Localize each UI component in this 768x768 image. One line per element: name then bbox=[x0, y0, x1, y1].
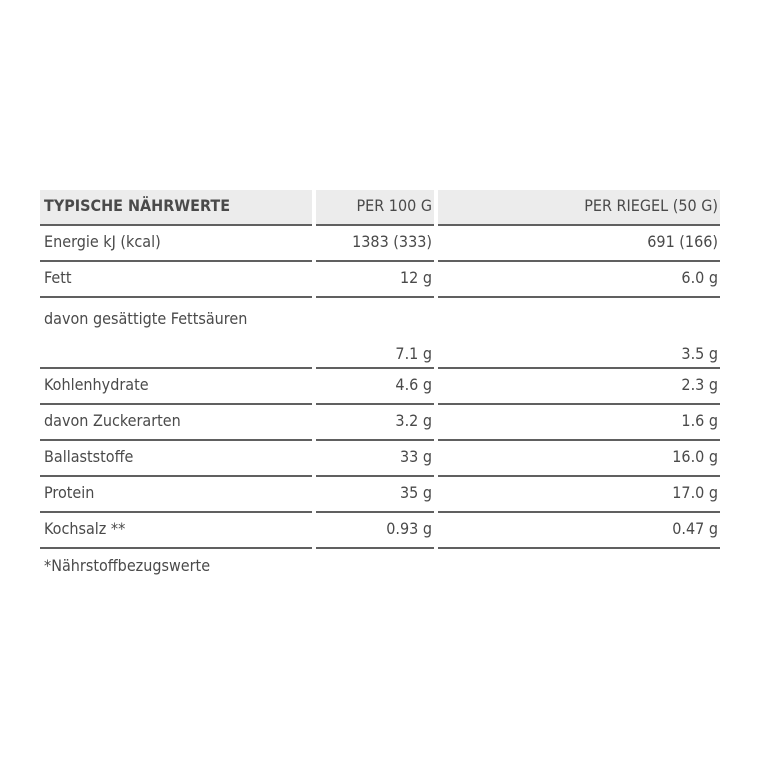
value-per-bar: 1.6 g bbox=[438, 405, 720, 441]
value-per-100g: 35 g bbox=[316, 477, 434, 513]
table-row: davon Zuckerarten 3.2 g 1.6 g bbox=[40, 405, 720, 441]
value-per-100g: 7.1 g bbox=[316, 342, 434, 369]
table-row: Fett 12 g 6.0 g bbox=[40, 262, 720, 298]
table-header: TYPISCHE NÄHRWERTE PER 100 G PER RIEGEL … bbox=[40, 190, 720, 226]
table-row: Kochsalz ** 0.93 g 0.47 g bbox=[40, 513, 720, 549]
value-per-bar: 6.0 g bbox=[438, 262, 720, 298]
header-per-100g: PER 100 G bbox=[316, 190, 434, 226]
table-row: Kohlenhydrate 4.6 g 2.3 g bbox=[40, 369, 720, 405]
value-per-bar: 2.3 g bbox=[438, 369, 720, 405]
value-per-100g: 33 g bbox=[316, 441, 434, 477]
table-row: 7.1 g 3.5 g bbox=[40, 342, 720, 369]
nutrient-name: Fett bbox=[40, 262, 312, 298]
value-per-100g: 12 g bbox=[316, 262, 434, 298]
value-per-bar: 3.5 g bbox=[438, 342, 720, 369]
empty-cell bbox=[40, 342, 312, 369]
value-per-100g: 1383 (333) bbox=[316, 226, 434, 262]
footnote: *Nährstoffbezugswerte bbox=[44, 556, 211, 575]
value-per-bar: 17.0 g bbox=[438, 477, 720, 513]
header-nutrient: TYPISCHE NÄHRWERTE bbox=[40, 190, 312, 226]
value-per-100g: 3.2 g bbox=[316, 405, 434, 441]
nutrient-name: Ballaststoffe bbox=[40, 441, 312, 477]
value-per-bar: 16.0 g bbox=[438, 441, 720, 477]
nutrient-name: Protein bbox=[40, 477, 312, 513]
nutrient-name: Kohlenhydrate bbox=[40, 369, 312, 405]
value-per-100g: 4.6 g bbox=[316, 369, 434, 405]
table-row: Protein 35 g 17.0 g bbox=[40, 477, 720, 513]
nutrition-table: TYPISCHE NÄHRWERTE PER 100 G PER RIEGEL … bbox=[40, 190, 720, 549]
nutrient-name: Kochsalz ** bbox=[40, 513, 312, 549]
table-row: davon gesättigte Fettsäuren bbox=[40, 298, 720, 342]
value-per-bar: 691 (166) bbox=[438, 226, 720, 262]
nutrient-name: davon gesättigte Fettsäuren bbox=[44, 309, 248, 328]
value-per-100g: 0.93 g bbox=[316, 513, 434, 549]
value-per-bar: 0.47 g bbox=[438, 513, 720, 549]
table-row: Ballaststoffe 33 g 16.0 g bbox=[40, 441, 720, 477]
table-row: Energie kJ (kcal) 1383 (333) 691 (166) bbox=[40, 226, 720, 262]
nutrient-name: Energie kJ (kcal) bbox=[40, 226, 312, 262]
nutrient-name: davon Zuckerarten bbox=[40, 405, 312, 441]
header-per-bar: PER RIEGEL (50 G) bbox=[438, 190, 720, 226]
